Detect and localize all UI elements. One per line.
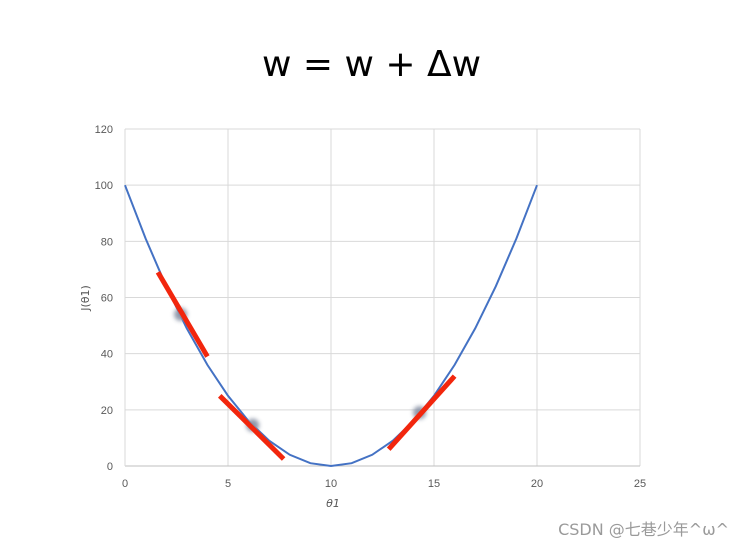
tangent-line	[218, 394, 286, 461]
x-tick-label: 25	[634, 478, 646, 490]
y-tick-label: 20	[101, 405, 113, 417]
y-tick-label: 80	[101, 236, 113, 248]
grid-lines	[125, 128, 641, 466]
tangent-line	[386, 374, 457, 451]
tangent-lines	[155, 270, 457, 461]
x-tick-label: 15	[428, 478, 440, 490]
x-axis-label: θ1	[326, 497, 340, 510]
sample-points	[174, 307, 427, 432]
axes	[124, 129, 640, 467]
y-tick-label: 40	[101, 349, 113, 361]
tangent-line	[155, 270, 210, 358]
y-tick-label: 0	[107, 461, 113, 473]
cost-curve	[124, 184, 538, 468]
x-tick-label: 10	[325, 478, 337, 490]
x-tick-label: 20	[531, 478, 543, 490]
x-tick-label: 5	[225, 478, 231, 490]
y-tick-label: 100	[95, 180, 113, 192]
tick-labels: 0 20 40 60 80 100 120 0 5 10 15 20 25	[95, 124, 646, 490]
y-tick-label: 60	[101, 293, 113, 305]
watermark: CSDN @七巷少年^ω^	[558, 520, 729, 539]
y-tick-label: 120	[95, 124, 113, 136]
chart-title: w = w + Δw	[261, 44, 482, 85]
x-tick-label: 0	[122, 478, 128, 490]
y-axis-label: J(θ1)	[79, 285, 92, 312]
